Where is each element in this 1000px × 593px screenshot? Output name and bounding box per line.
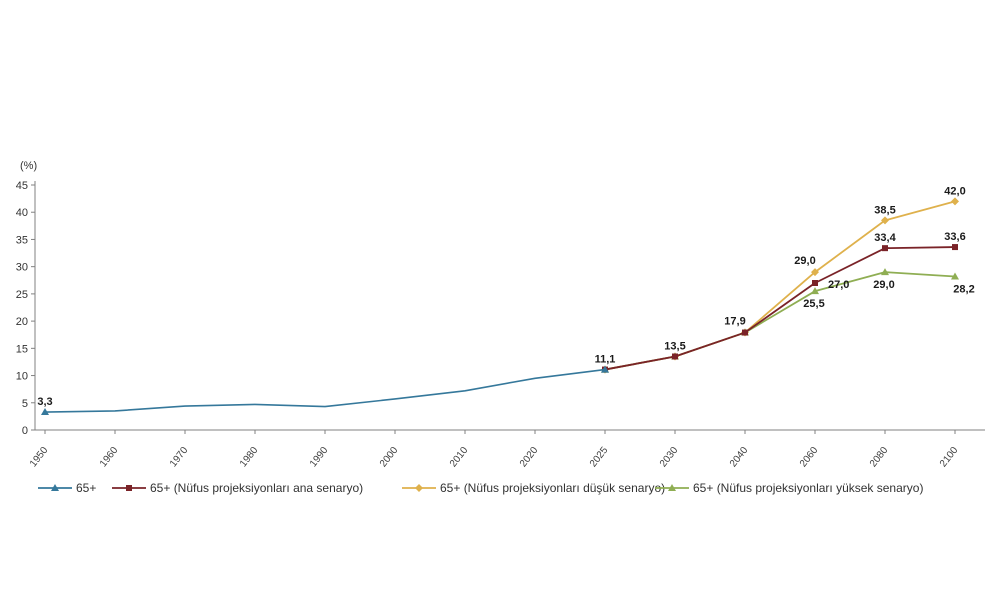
series-marker-2 — [881, 268, 889, 276]
legend-swatch-icon — [38, 484, 72, 491]
data-label: 29,0 — [873, 279, 894, 291]
series-line-1 — [604, 200, 956, 371]
data-label: 33,4 — [874, 232, 896, 244]
series-marker-3 — [952, 244, 958, 251]
legend-item-0: 65+ — [38, 481, 96, 495]
x-tick-label: 2060 — [798, 445, 821, 470]
legend-item-3: 65+ (Nüfus projeksiyonları ana senaryo) — [112, 481, 363, 495]
series-marker-3 — [882, 245, 888, 252]
data-label: 33,6 — [944, 231, 965, 243]
data-label: 3,3 — [37, 396, 52, 408]
x-tick-label: 1980 — [238, 445, 261, 470]
data-label: 28,2 — [953, 283, 974, 295]
legend-label: 65+ — [76, 481, 97, 495]
x-tick-label: 1950 — [28, 445, 51, 470]
data-label: 27,0 — [828, 279, 849, 291]
y-tick-label: 5 — [22, 398, 28, 410]
legend-swatch-icon — [655, 484, 689, 491]
legend-swatch-icon — [402, 484, 436, 492]
series-marker-1 — [881, 216, 889, 225]
chart-legend: 65+ 65+ (Nüfus projeksiyonları ana senary… — [0, 481, 1000, 503]
series-marker-1 — [951, 197, 959, 206]
series-marker-0 — [41, 408, 49, 416]
x-tick-label: 1960 — [98, 445, 121, 470]
legend-label: 65+ (Nüfus projeksiyonları yüksek senary… — [693, 481, 924, 495]
series-marker-3 — [672, 353, 678, 360]
data-label: 42,0 — [944, 185, 965, 197]
x-tick-label: 2020 — [518, 445, 541, 470]
x-tick-label: 1990 — [308, 445, 331, 470]
y-tick-label: 10 — [16, 371, 28, 383]
y-tick-label: 40 — [16, 207, 28, 219]
x-tick-label: 1970 — [168, 445, 191, 470]
series-line-2 — [604, 271, 956, 371]
y-tick-label: 45 — [16, 180, 28, 192]
data-label: 11,1 — [595, 354, 616, 366]
series-line-0 — [44, 368, 606, 413]
legend-label: 65+ (Nüfus projeksiyonları düşük senaryo… — [440, 481, 666, 495]
series-marker-3 — [742, 329, 748, 336]
legend-label: 65+ (Nüfus projeksiyonları ana senaryo) — [150, 481, 364, 495]
series-marker-3 — [812, 280, 818, 286]
series-marker-1 — [811, 268, 819, 277]
x-tick-label: 2040 — [728, 445, 751, 470]
series-marker-0 — [601, 365, 609, 373]
legend-item-2: 65+ (Nüfus projeksiyonları yüksek senary… — [655, 481, 923, 495]
x-tick-label: 2030 — [658, 445, 681, 470]
data-label: 25,5 — [803, 298, 824, 310]
x-tick-label: 2100 — [938, 445, 961, 470]
data-label: 29,0 — [794, 255, 815, 267]
y-tick-label: 30 — [16, 262, 28, 274]
series-marker-2 — [811, 287, 819, 295]
y-tick-label: 20 — [16, 316, 28, 328]
x-tick-label: 2080 — [868, 445, 891, 470]
y-tick-label: 15 — [16, 343, 28, 355]
y-tick-label: 0 — [22, 425, 28, 437]
y-tick-label: 35 — [16, 234, 28, 246]
data-label: 38,5 — [874, 204, 895, 216]
y-axis-unit-label: (%) — [20, 160, 38, 172]
x-tick-label: 2025 — [588, 445, 611, 470]
data-label: 13,5 — [664, 341, 685, 353]
series-marker-2 — [951, 272, 959, 280]
legend-item-1: 65+ (Nüfus projeksiyonları düşük senaryo… — [402, 481, 665, 495]
legend-swatch-icon — [112, 485, 146, 491]
series-line-3 — [604, 246, 956, 371]
y-tick-label: 25 — [16, 289, 28, 301]
x-tick-label: 2000 — [378, 445, 401, 470]
x-tick-label: 2010 — [448, 445, 471, 470]
data-label: 17,9 — [724, 316, 745, 328]
